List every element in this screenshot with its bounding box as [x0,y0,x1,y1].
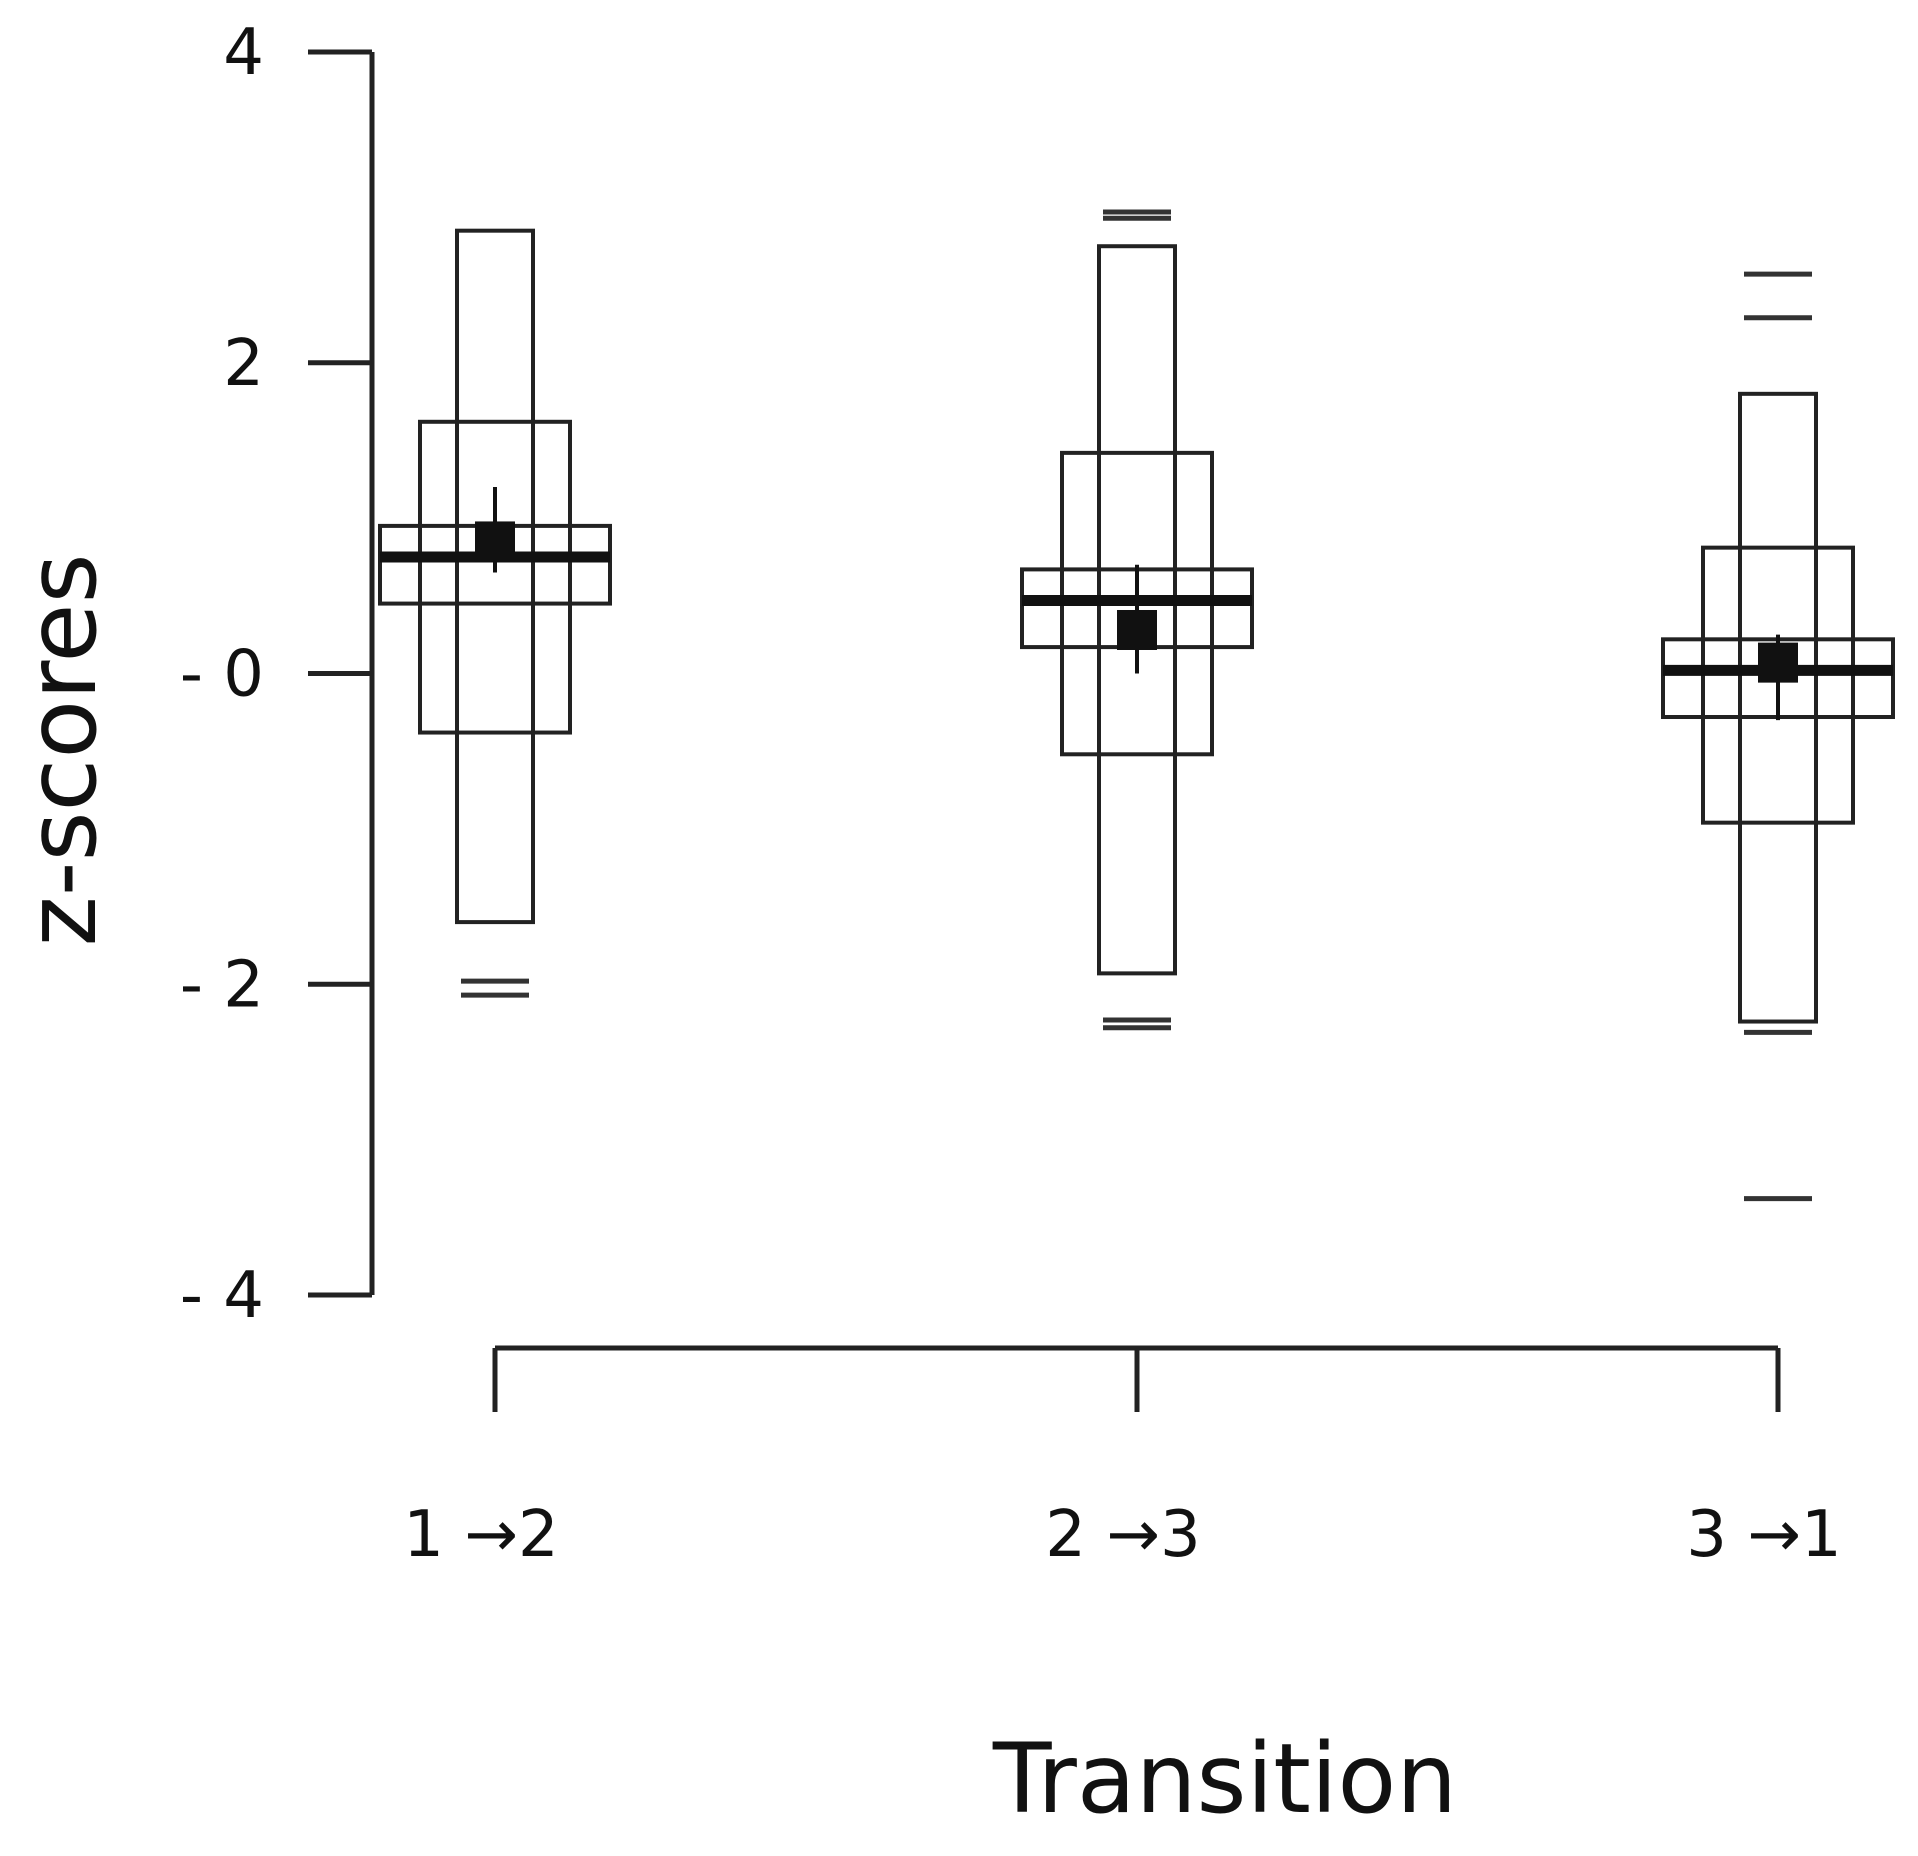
plot-area [378,209,1895,1202]
letter-value-box [1097,244,1177,976]
letter-value-box [418,419,572,735]
group-3 [1661,271,1895,1202]
y-tick-label: 4 [223,16,264,90]
y-axis-title: z-scores [6,554,118,947]
y-tick-label: 2 [223,327,264,401]
x-axis-title: Transition [992,1723,1457,1835]
y-tick-label: - 2 [180,948,264,1022]
group-2 [1020,209,1254,1031]
group-1 [378,228,612,998]
mean-marker [1117,609,1157,650]
x-category-label: 3 →1 [1686,1498,1841,1572]
y-tick-label: - 0 [180,638,264,712]
mean-marker [475,521,515,562]
mean-marker [1758,642,1798,683]
x-category-label: 1 →2 [403,1498,558,1572]
letter-value-box [1738,391,1818,1024]
letter-value-box [455,228,535,925]
x-category-label: 2 →3 [1045,1498,1200,1572]
y-axis: 4 2 - 0 - 2 - 4 [180,16,375,1333]
x-axis: 1 →2 2 →3 3 →1 [403,1345,1842,1572]
y-tick-label: - 4 [180,1259,264,1333]
letter-value-box [1701,545,1855,825]
